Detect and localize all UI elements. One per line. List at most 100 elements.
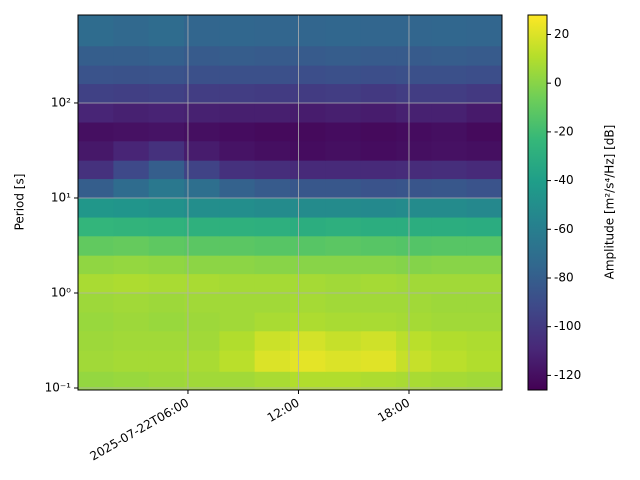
heat-cell bbox=[466, 197, 503, 218]
heat-cell bbox=[466, 312, 503, 332]
heat-cell bbox=[396, 160, 432, 180]
heat-cell bbox=[396, 65, 432, 85]
heat-cell bbox=[325, 178, 362, 199]
heat-cell bbox=[466, 255, 503, 275]
heat-cell bbox=[396, 273, 432, 294]
heat-cell bbox=[148, 140, 185, 161]
heat-cell bbox=[184, 197, 220, 218]
heat-cell bbox=[184, 217, 220, 237]
heat-cell bbox=[254, 102, 291, 123]
heat-cell bbox=[219, 160, 256, 180]
heat-cell bbox=[431, 15, 468, 47]
heat-cell bbox=[431, 273, 468, 294]
heat-cell bbox=[113, 15, 150, 47]
heat-cell bbox=[431, 65, 468, 85]
heat-cell bbox=[184, 371, 220, 391]
heat-cell bbox=[431, 122, 468, 142]
heat-cell bbox=[254, 312, 291, 332]
heat-cell bbox=[360, 330, 397, 351]
heat-cell bbox=[290, 122, 326, 142]
heat-cell bbox=[254, 217, 291, 237]
heat-cell bbox=[184, 235, 220, 256]
heat-cell bbox=[78, 350, 114, 372]
heat-cell bbox=[360, 312, 397, 332]
y-tick-label: 10⁻¹ bbox=[45, 381, 72, 395]
heat-cell bbox=[396, 235, 432, 256]
heat-cell bbox=[466, 45, 503, 66]
heat-cell bbox=[360, 273, 397, 294]
heat-cell bbox=[325, 45, 362, 66]
heat-cell bbox=[254, 178, 291, 199]
heat-cell bbox=[325, 83, 362, 104]
heat-cell bbox=[78, 330, 114, 351]
heat-cell bbox=[148, 330, 185, 351]
heat-cell bbox=[466, 65, 503, 85]
heat-cell bbox=[113, 45, 150, 66]
heat-cell bbox=[431, 312, 468, 332]
heat-cell bbox=[396, 330, 432, 351]
heat-cell bbox=[290, 178, 326, 199]
heat-cell bbox=[325, 273, 362, 294]
heat-cell bbox=[431, 371, 468, 391]
colorbar-tick-label: -120 bbox=[554, 368, 581, 382]
heat-cell bbox=[325, 122, 362, 142]
heat-cell bbox=[148, 102, 185, 123]
heat-cell bbox=[466, 330, 503, 351]
heat-cell bbox=[360, 292, 397, 313]
heat-cell bbox=[184, 178, 220, 199]
x-tick-label: 18:00 bbox=[375, 396, 412, 425]
heat-cell bbox=[148, 235, 185, 256]
heat-cell bbox=[466, 15, 503, 47]
heat-cell bbox=[290, 83, 326, 104]
heat-cell bbox=[325, 197, 362, 218]
heat-cell bbox=[113, 273, 150, 294]
heat-cell bbox=[290, 140, 326, 161]
heat-cell bbox=[254, 292, 291, 313]
heat-cell bbox=[78, 102, 114, 123]
heat-cell bbox=[325, 292, 362, 313]
heat-cell bbox=[325, 312, 362, 332]
heat-cell bbox=[396, 122, 432, 142]
heat-cell bbox=[78, 178, 114, 199]
heat-cell bbox=[466, 371, 503, 391]
heat-cell bbox=[219, 292, 256, 313]
heat-cell bbox=[466, 292, 503, 313]
heat-cell bbox=[290, 350, 326, 372]
colorbar-tick-label: -40 bbox=[554, 173, 574, 187]
heat-cell bbox=[113, 292, 150, 313]
heat-cell bbox=[360, 15, 397, 47]
heat-cell bbox=[113, 330, 150, 351]
colorbar-tick-label: 0 bbox=[554, 76, 562, 90]
heat-cell bbox=[78, 15, 114, 47]
heat-cell bbox=[78, 160, 114, 180]
heat-cell bbox=[78, 292, 114, 313]
heat-cell bbox=[254, 122, 291, 142]
heat-cell bbox=[113, 102, 150, 123]
heat-cell bbox=[396, 350, 432, 372]
heat-cell bbox=[148, 312, 185, 332]
heat-cell bbox=[290, 292, 326, 313]
heat-cell bbox=[466, 140, 503, 161]
heat-cell bbox=[360, 65, 397, 85]
heat-cell bbox=[431, 102, 468, 123]
heat-cell bbox=[113, 235, 150, 256]
heat-cell bbox=[466, 273, 503, 294]
heat-cell bbox=[431, 235, 468, 256]
heat-cell bbox=[113, 65, 150, 85]
heat-cell bbox=[466, 178, 503, 199]
heat-cell bbox=[184, 350, 220, 372]
heat-cell bbox=[148, 65, 185, 85]
heat-cell bbox=[466, 217, 503, 237]
heat-cell bbox=[113, 371, 150, 391]
heat-cell bbox=[290, 15, 326, 47]
heat-cell bbox=[290, 312, 326, 332]
heat-cell bbox=[290, 160, 326, 180]
heat-cell bbox=[360, 140, 397, 161]
heat-cell bbox=[396, 312, 432, 332]
heat-cell bbox=[113, 122, 150, 142]
heat-cell bbox=[219, 273, 256, 294]
y-axis-label: Period [s] bbox=[13, 174, 27, 231]
heat-cell bbox=[113, 350, 150, 372]
heat-cell bbox=[325, 102, 362, 123]
heat-cell bbox=[254, 330, 291, 351]
